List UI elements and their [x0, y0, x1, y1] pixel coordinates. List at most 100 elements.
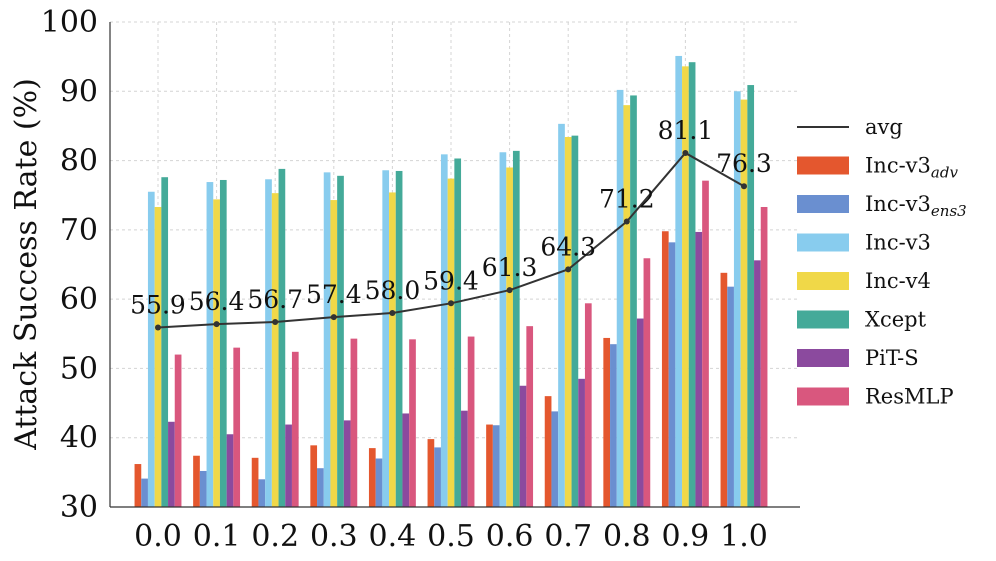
axes [109, 22, 800, 508]
avg-data-label: 71.2 [599, 185, 655, 214]
bar [492, 425, 500, 507]
bar [337, 175, 344, 507]
y-tick-label: 40 [60, 421, 98, 456]
bar [440, 154, 448, 507]
bar [682, 66, 689, 507]
avg-data-label: 58.0 [365, 276, 421, 305]
bar [564, 137, 572, 507]
bar [389, 192, 396, 507]
bar [330, 200, 338, 507]
y-tick-label: 90 [60, 74, 98, 109]
bar [544, 396, 552, 507]
avg-point [741, 183, 747, 190]
legend-label: Inc-v4 [865, 269, 931, 293]
bar [461, 410, 468, 507]
avg-data-label: 76.3 [716, 149, 772, 178]
bar [291, 351, 299, 507]
bar [323, 172, 331, 507]
y-tick-label: 60 [60, 282, 98, 317]
bar [343, 420, 351, 507]
legend-swatch [797, 195, 849, 213]
legend-swatch [797, 349, 849, 367]
legend-swatch [797, 387, 849, 406]
legend-label: Xcept [865, 308, 927, 332]
bar [675, 55, 683, 507]
bar [668, 242, 676, 507]
bar [558, 123, 565, 507]
bar [623, 105, 631, 507]
x-tick-label: 0.1 [193, 519, 241, 554]
bar [434, 447, 441, 507]
y-tick-label: 30 [60, 490, 98, 525]
bar [519, 385, 527, 507]
bar [584, 303, 592, 507]
bar [506, 167, 513, 507]
bar [206, 182, 214, 508]
avg-point [389, 310, 396, 316]
bar [630, 95, 637, 507]
bar [695, 231, 703, 507]
avg-data-label: 81.1 [658, 116, 714, 145]
bar [147, 191, 155, 507]
bar [720, 272, 728, 507]
avg-data-label: 61.3 [482, 253, 538, 282]
x-tick-label: 0.9 [662, 519, 710, 554]
bar [199, 470, 207, 507]
bar [526, 326, 534, 507]
avg-point [623, 218, 630, 225]
bar [350, 338, 358, 507]
bar [382, 170, 390, 507]
bar [499, 152, 507, 507]
bar [193, 455, 200, 507]
bar [258, 479, 266, 507]
bar [733, 91, 741, 507]
bar [551, 411, 559, 507]
bar [310, 445, 318, 507]
bar [740, 99, 748, 507]
x-tick-label: 0.8 [603, 519, 651, 554]
bar [512, 150, 520, 507]
y-tick-label: 100 [41, 5, 98, 40]
legend-label: ResMLP [865, 385, 954, 409]
y-tick-label: 70 [60, 213, 98, 248]
avg-data-label: 59.4 [423, 266, 479, 295]
avg-point [330, 314, 337, 321]
legend: avg Inc-v3adv Inc-v3ens3 Inc-v3 Inc-v4 Xcept P… [797, 115, 967, 409]
avg-point [448, 300, 454, 307]
bar [168, 421, 175, 507]
bar [747, 85, 755, 508]
bar [603, 337, 611, 507]
bar [571, 135, 579, 507]
bar [578, 378, 585, 507]
x-tick-label: 1.0 [720, 519, 768, 554]
avg-point [565, 266, 572, 273]
bar [688, 62, 696, 507]
bars [134, 55, 768, 508]
x-tick-label: 0.4 [369, 519, 417, 554]
bar [226, 434, 234, 507]
bar [454, 158, 462, 508]
bar [727, 286, 734, 507]
y-tick-label: 50 [60, 351, 98, 386]
y-axis-title: Attack Success Rate (%) [9, 78, 44, 451]
avg-point [506, 287, 513, 294]
legend-swatch [797, 272, 849, 290]
avg-data-label: 64.3 [540, 232, 596, 261]
bar [368, 448, 376, 507]
bar [402, 413, 410, 507]
y-tick-label: 80 [60, 144, 98, 179]
bar [760, 206, 768, 508]
bar [285, 424, 292, 507]
bar [174, 354, 182, 507]
bar [375, 458, 383, 507]
avg-point [213, 321, 220, 328]
avg-data-label: 55.9 [130, 291, 186, 320]
avg-point [272, 319, 279, 326]
bar [317, 468, 324, 507]
legend-swatch [797, 310, 849, 329]
bar [161, 177, 169, 507]
bar [409, 339, 416, 507]
avg-data-label: 56.7 [247, 285, 303, 314]
bar [134, 464, 142, 507]
